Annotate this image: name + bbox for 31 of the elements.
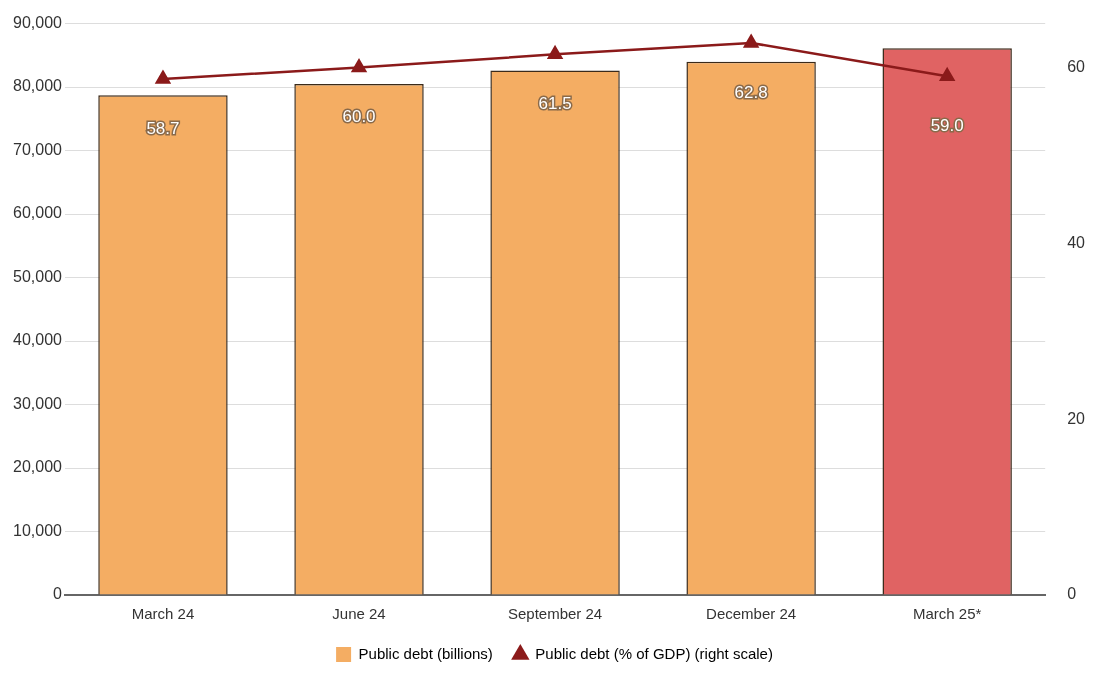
point (547, 46, 563, 60)
y-tick-label: 30,000 (13, 394, 63, 412)
y-tick-label: 60,000 (13, 204, 63, 222)
point (155, 70, 171, 84)
x-tick-label: June 24 (332, 605, 386, 623)
y2-tick-label: 60 (1067, 57, 1086, 75)
point (743, 34, 759, 48)
y-tick-label: 70,000 (13, 140, 63, 158)
x-tick-label: March 24 (131, 605, 195, 623)
data-label: 58.7 (146, 118, 180, 138)
point (939, 68, 955, 82)
data-label: 62.8 (734, 82, 768, 102)
y2-tick-label: 40 (1067, 233, 1086, 251)
data-label: 61.5 (538, 94, 572, 114)
point (351, 59, 367, 73)
y-tick-label: 80,000 (13, 77, 63, 95)
x-tick-label: March 25* (912, 605, 982, 623)
data-label: 60.0 (342, 107, 376, 127)
x-tick-label: December 24 (706, 605, 797, 623)
y-tick-label: 10,000 (13, 521, 63, 539)
y-tick-label: 20,000 (13, 458, 63, 476)
x-tick-label: September 24 (507, 605, 603, 623)
legend-label: Public debt (billions) (358, 644, 493, 662)
y2-tick-label: 20 (1067, 409, 1086, 427)
y-tick-label: 0 (53, 585, 63, 603)
y-tick-label: 50,000 (13, 267, 63, 285)
y-tick-label: 90,000 (13, 14, 63, 32)
legend-label: Public debt (% of GDP) (right scale) (535, 644, 773, 662)
y2-tick-label: 0 (1067, 585, 1077, 603)
data-label: 59.0 (930, 116, 964, 136)
y-tick-label: 40,000 (13, 331, 63, 349)
